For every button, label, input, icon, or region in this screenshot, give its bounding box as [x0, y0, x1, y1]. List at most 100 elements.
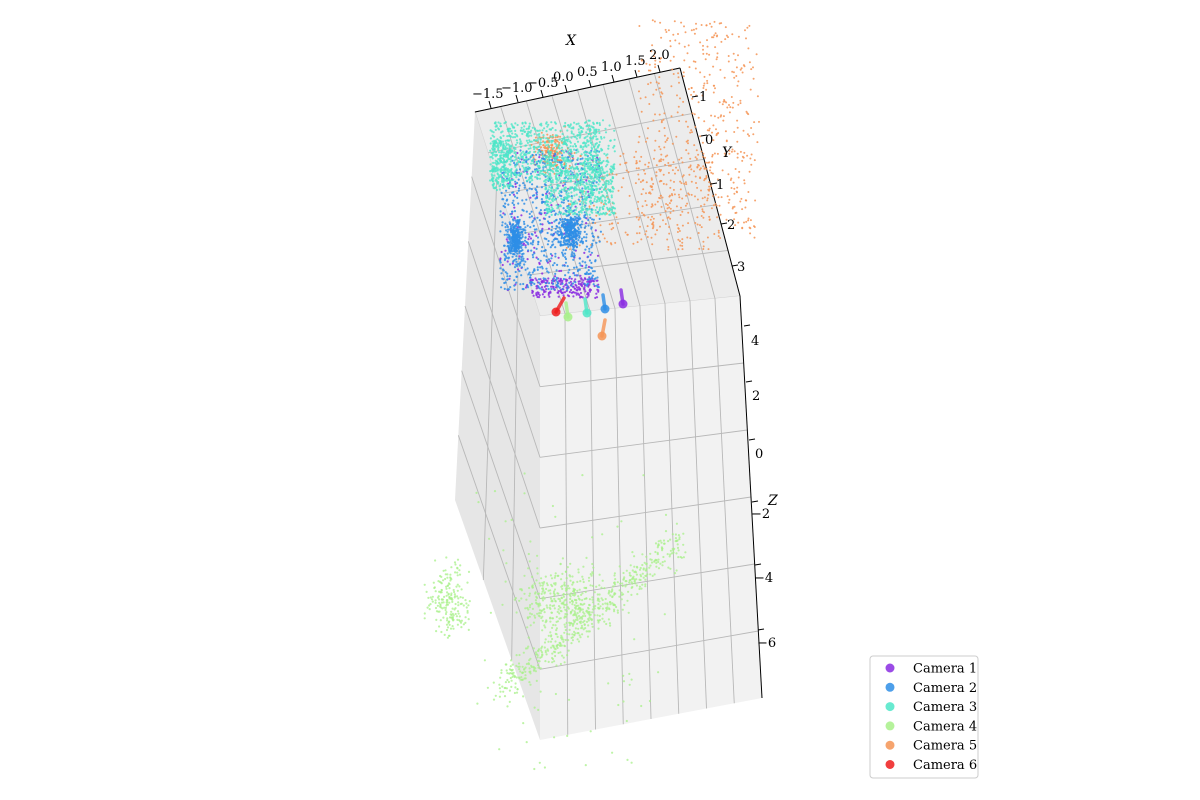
data-point	[436, 604, 439, 607]
data-point	[598, 217, 601, 220]
data-point	[558, 156, 561, 159]
data-point	[515, 264, 519, 268]
data-point	[591, 598, 594, 601]
data-point	[501, 221, 504, 224]
data-point	[663, 542, 666, 545]
data-point	[554, 152, 557, 155]
data-point	[606, 156, 609, 159]
data-point	[545, 619, 548, 622]
data-point	[521, 665, 524, 668]
data-point	[623, 576, 626, 579]
data-point	[551, 147, 555, 150]
data-point	[504, 663, 507, 666]
data-point	[432, 581, 435, 584]
data-point	[513, 691, 517, 695]
data-point	[547, 634, 550, 637]
data-point	[558, 598, 561, 601]
data-point	[587, 158, 590, 161]
data-point	[617, 703, 620, 707]
data-point	[753, 236, 756, 239]
data-point	[521, 121, 524, 124]
data-point	[580, 593, 583, 597]
data-point	[580, 608, 583, 611]
data-point	[509, 158, 512, 161]
data-point	[549, 246, 552, 249]
data-point	[626, 233, 629, 236]
data-point	[540, 159, 543, 162]
data-point	[519, 129, 523, 132]
data-point	[717, 116, 720, 119]
data-point	[575, 289, 578, 292]
data-point	[706, 236, 709, 239]
data-point	[681, 197, 684, 200]
data-point	[589, 194, 592, 197]
data-point	[540, 201, 544, 204]
data-point	[714, 87, 716, 90]
data-point	[593, 184, 596, 187]
data-point	[446, 600, 449, 604]
data-point	[544, 621, 547, 624]
data-point	[659, 60, 661, 63]
data-point	[641, 563, 644, 567]
data-point	[592, 160, 595, 163]
data-point	[674, 537, 678, 540]
data-point	[516, 232, 519, 235]
data-point	[456, 618, 459, 622]
data-point	[577, 571, 580, 574]
data-point	[568, 574, 571, 577]
data-point	[585, 630, 588, 633]
data-point	[560, 191, 563, 194]
data-point	[581, 599, 584, 602]
data-point	[663, 560, 666, 563]
data-point	[583, 205, 586, 208]
data-point	[579, 264, 582, 267]
data-point	[600, 195, 603, 198]
data-point	[573, 189, 576, 192]
data-point	[553, 594, 556, 598]
data-point	[642, 188, 645, 191]
data-point	[570, 242, 573, 246]
data-point	[577, 217, 580, 221]
data-point	[573, 634, 576, 637]
data-point	[594, 209, 597, 212]
data-point	[734, 224, 737, 227]
data-point	[578, 588, 581, 591]
data-point	[621, 582, 624, 585]
data-point	[613, 144, 616, 148]
data-point	[593, 200, 596, 203]
data-point	[588, 124, 591, 127]
data-point	[622, 152, 625, 155]
data-point	[706, 39, 708, 42]
data-point	[558, 269, 561, 273]
data-point	[507, 203, 510, 206]
data-point	[579, 232, 582, 235]
data-point	[603, 176, 606, 179]
data-point	[706, 82, 709, 85]
data-point	[599, 171, 602, 174]
data-point	[664, 28, 667, 31]
data-point	[611, 751, 614, 754]
data-point	[717, 231, 720, 234]
data-point	[612, 146, 615, 149]
data-point	[573, 266, 576, 269]
data-point	[513, 217, 516, 220]
data-point	[587, 255, 590, 258]
data-point	[529, 624, 532, 627]
data-point	[510, 659, 513, 662]
data-point	[476, 702, 479, 705]
data-point	[592, 157, 595, 160]
data-point	[499, 230, 502, 233]
data-point	[525, 127, 528, 131]
data-point	[637, 70, 640, 73]
data-point	[645, 562, 648, 565]
data-point	[531, 221, 534, 224]
data-point	[576, 157, 580, 160]
data-point	[606, 159, 609, 162]
data-point	[664, 530, 668, 533]
data-point	[516, 196, 519, 199]
data-point	[557, 241, 560, 244]
data-point	[573, 604, 576, 607]
data-point	[544, 626, 547, 629]
data-point	[506, 672, 509, 675]
